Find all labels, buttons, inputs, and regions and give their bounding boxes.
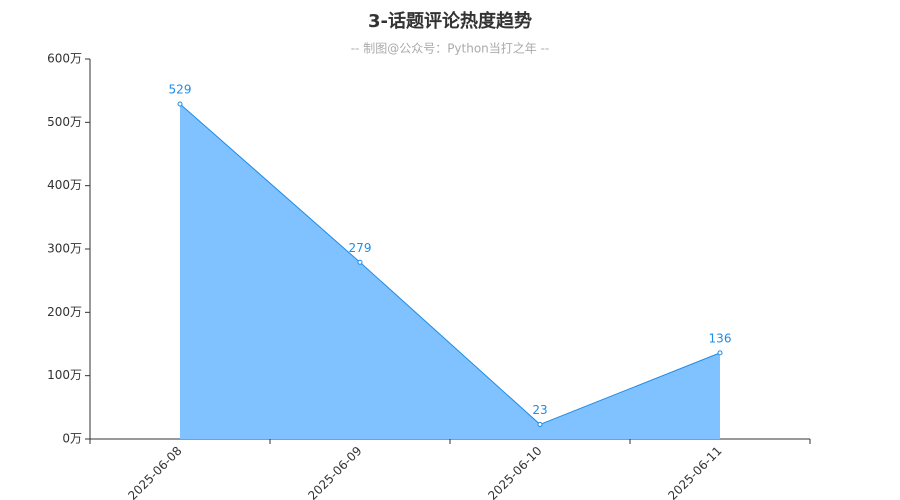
data-label: 136 — [709, 331, 732, 345]
point — [177, 101, 183, 107]
y-tick-label: 200万 — [47, 305, 82, 319]
data-label: 23 — [532, 403, 547, 417]
y-tick-label: 500万 — [47, 115, 82, 129]
point — [717, 350, 723, 356]
x-tick-label: 2025-06-11 — [665, 444, 724, 500]
y-tick-label: 0万 — [62, 432, 82, 446]
data-label: 279 — [349, 241, 372, 255]
chart-subtitle: -- 制图@公众号：Python当打之年 -- — [351, 42, 550, 56]
y-tick-label: 300万 — [47, 242, 82, 256]
chart-title: 3-话题评论热度趋势 — [368, 10, 532, 32]
y-tick-label: 600万 — [47, 52, 82, 66]
line — [179, 103, 721, 426]
y-tick-label: 100万 — [47, 368, 82, 382]
x-tick-label: 2025-06-10 — [485, 444, 544, 500]
point — [537, 421, 543, 427]
y-tick-label: 400万 — [47, 178, 82, 192]
x-tick-label: 2025-06-08 — [125, 444, 184, 500]
x-tick-label: 2025-06-09 — [305, 444, 364, 500]
area — [180, 103, 720, 439]
point — [357, 259, 363, 265]
data-label: 529 — [169, 82, 192, 96]
